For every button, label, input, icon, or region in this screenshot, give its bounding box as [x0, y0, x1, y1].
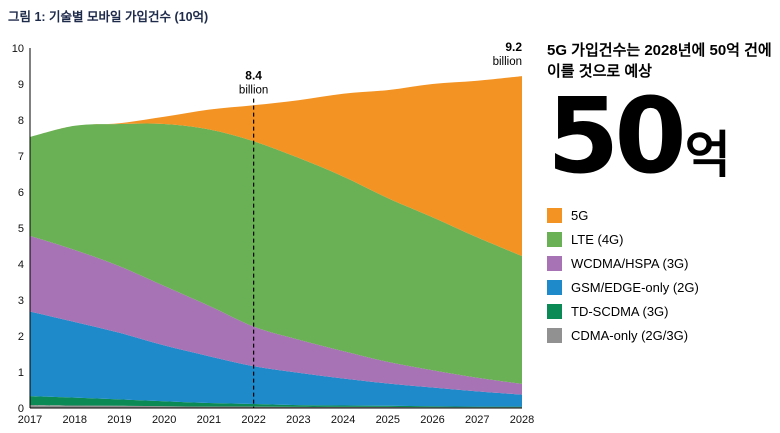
legend-swatch	[547, 208, 562, 223]
x-tick-label: 2027	[465, 414, 489, 426]
annotation-value: 9.2	[505, 40, 522, 54]
big-number-value: 50	[547, 75, 687, 197]
annotation-unit: billion	[493, 56, 522, 68]
y-tick-label: 5	[18, 223, 24, 235]
x-tick-label: 2017	[18, 414, 42, 426]
chart-legend: 5G LTE (4G) WCDMA/HSPA (3G) GSM/EDGE-only (…	[547, 208, 775, 343]
x-tick-label: 2026	[420, 414, 444, 426]
area-5g	[30, 76, 522, 257]
legend-swatch	[547, 280, 562, 295]
x-tick-label: 2018	[62, 414, 86, 426]
annotation-unit: billion	[239, 85, 268, 97]
stacked-area-chart: 0 1 2 3 4 5 6 7 8 9 10 2017 2018 2019 2020 2021 2022 2023…	[12, 40, 534, 426]
legend-item-td-scdma-3g: TD-SCDMA (3G)	[547, 304, 775, 319]
chart-title: 그림 1: 기술별 모바일 가입건수 (10억)	[8, 10, 209, 24]
legend-label: LTE (4G)	[571, 232, 624, 247]
x-tick-label: 2019	[107, 414, 131, 426]
y-tick-label: 10	[12, 43, 24, 55]
legend-label: CDMA-only (2G/3G)	[571, 328, 689, 343]
legend-label: WCDMA/HSPA (3G)	[571, 256, 689, 271]
y-tick-label: 8	[18, 115, 24, 127]
legend-swatch	[547, 256, 562, 271]
x-tick-label: 2021	[197, 414, 221, 426]
area-gsm-edge-only-2g	[30, 311, 522, 407]
x-tick-label: 2024	[331, 414, 355, 426]
callout-headline: 5G 가입건수는 2028년에 50억 건에 이를 것으로 예상	[547, 42, 772, 80]
annotation-value: 8.4	[245, 69, 262, 83]
y-tick-label: 3	[18, 295, 24, 307]
legend-item-5g: 5G	[547, 208, 775, 223]
y-tick-label: 1	[18, 367, 24, 379]
legend-item-cdma-only-2g-3g: CDMA-only (2G/3G)	[547, 328, 775, 343]
legend-item-wcdma-hspa-3g: WCDMA/HSPA (3G)	[547, 256, 775, 271]
legend-item-lte-4g: LTE (4G)	[547, 232, 775, 247]
y-tick-label: 6	[18, 187, 24, 199]
legend-label: TD-SCDMA (3G)	[571, 304, 669, 319]
legend-item-gsm-edge-only-2g: GSM/EDGE-only (2G)	[547, 280, 775, 295]
x-tick-label: 2023	[286, 414, 310, 426]
big-number-unit: 억	[684, 127, 731, 183]
legend-swatch	[547, 304, 562, 319]
area-wcdma-hspa-3g	[30, 235, 522, 395]
area-td-scdma-3g	[30, 396, 522, 408]
x-tick-label: 2020	[152, 414, 176, 426]
x-tick-label: 2022	[241, 414, 265, 426]
legend-label: 5G	[571, 208, 589, 223]
x-tick-label: 2028	[510, 414, 534, 426]
big-number: 50억	[547, 84, 775, 188]
y-tick-label: 2	[18, 331, 24, 343]
callout-panel: 5G 가입건수는 2028년에 50억 건에 이를 것으로 예상 50억 5G L…	[547, 40, 775, 343]
y-tick-label: 7	[18, 151, 24, 163]
y-tick-label: 9	[18, 79, 24, 91]
x-tick-label: 2025	[376, 414, 400, 426]
y-tick-label: 0	[18, 403, 24, 415]
legend-swatch	[547, 328, 562, 343]
y-tick-label: 4	[18, 259, 24, 271]
area-lte-4g	[30, 123, 522, 384]
legend-label: GSM/EDGE-only (2G)	[571, 280, 699, 295]
legend-swatch	[547, 232, 562, 247]
area-cdma-only-2g-3g	[30, 405, 522, 408]
